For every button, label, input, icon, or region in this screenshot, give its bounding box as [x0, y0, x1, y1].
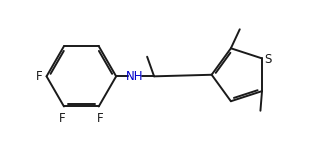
Text: NH: NH [126, 70, 143, 83]
Text: F: F [36, 70, 42, 83]
Text: F: F [59, 112, 66, 125]
Text: S: S [264, 53, 272, 66]
Text: F: F [97, 112, 104, 125]
